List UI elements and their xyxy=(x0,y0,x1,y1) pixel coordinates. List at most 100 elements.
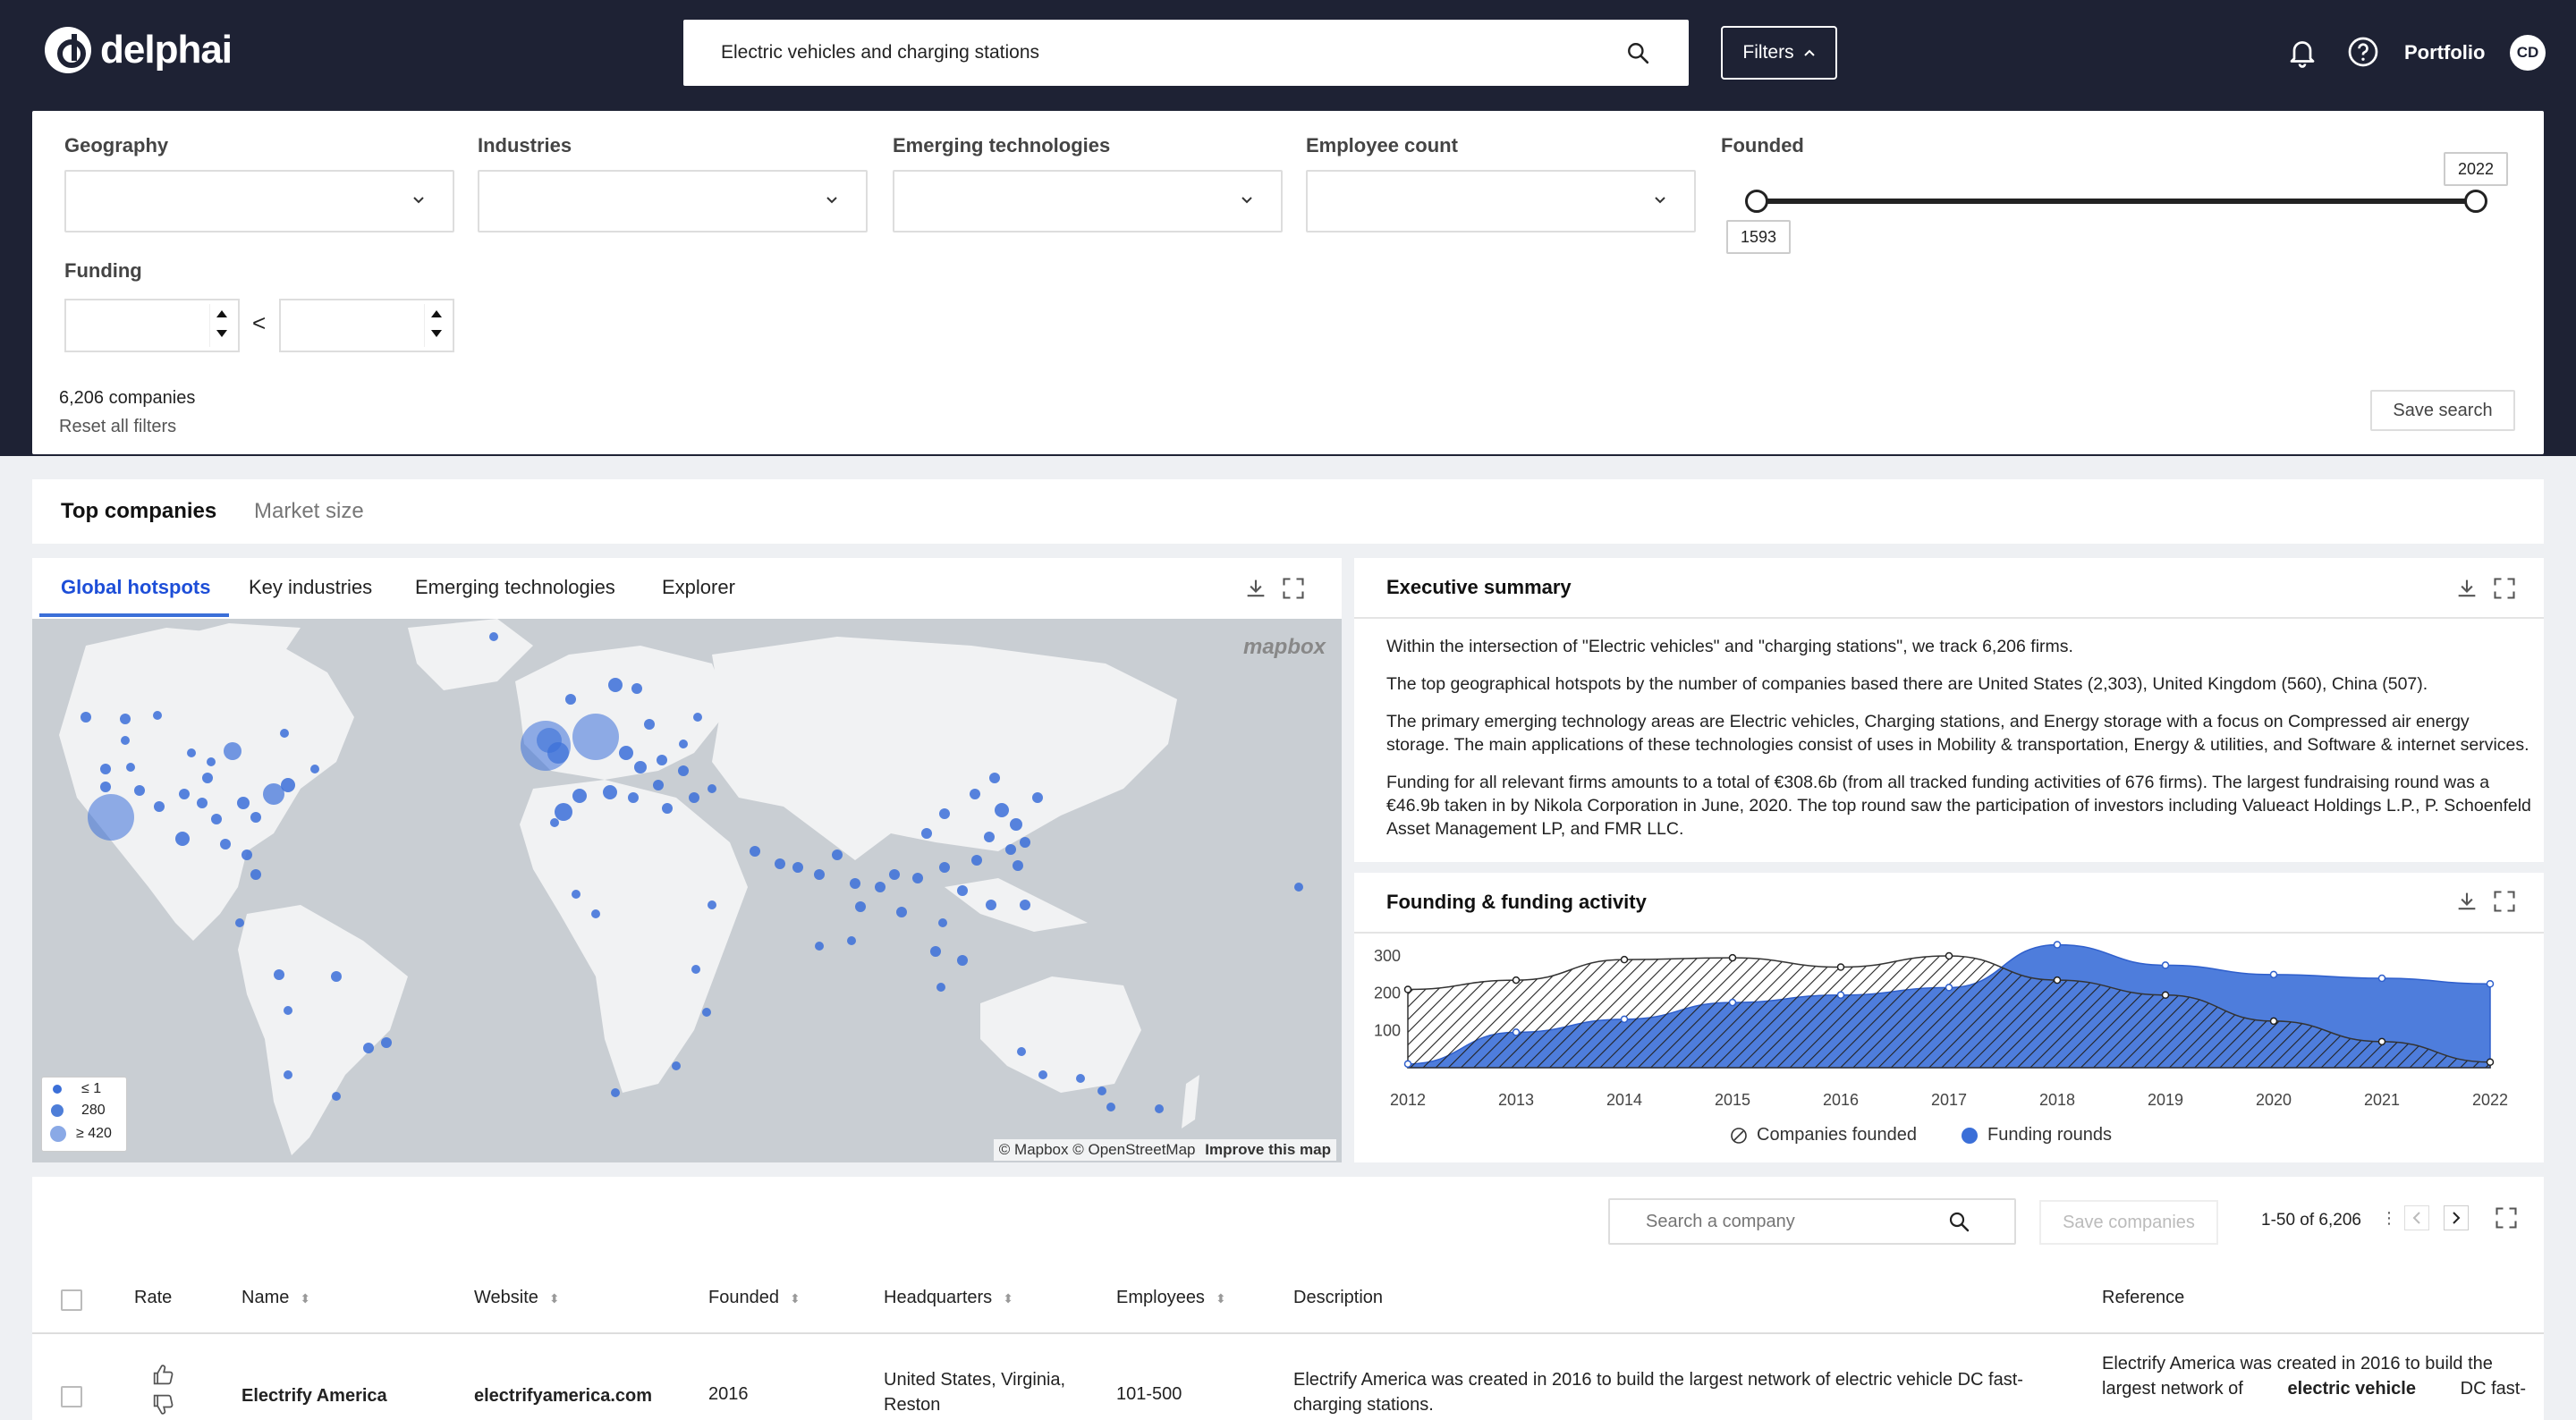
triangle-down-icon[interactable] xyxy=(425,324,448,343)
hotspot-dot xyxy=(619,746,633,760)
save-search-button[interactable]: Save search xyxy=(2370,390,2515,431)
triangle-up-icon[interactable] xyxy=(210,304,233,324)
funding-max-stepper[interactable] xyxy=(424,304,449,347)
hotspot-dot xyxy=(555,803,572,821)
fullscreen-icon[interactable] xyxy=(2492,889,2517,914)
download-icon[interactable] xyxy=(1243,576,1268,601)
kebab-icon[interactable]: ⋮ xyxy=(2381,1209,2397,1227)
founded-point[interactable] xyxy=(2053,976,2062,985)
sort-icon[interactable]: ⬍ xyxy=(1215,1291,1226,1306)
legend-funding-rounds[interactable]: Funding rounds xyxy=(1961,1125,2112,1145)
avatar[interactable]: CD xyxy=(2510,35,2546,71)
hotspot-dot xyxy=(591,909,600,918)
column-header-founded[interactable]: Founded ⬍ xyxy=(708,1288,801,1308)
tab-top-companies[interactable]: Top companies xyxy=(61,499,217,523)
brand-logo[interactable]: delphai xyxy=(45,27,233,73)
search-icon[interactable] xyxy=(1626,41,1649,64)
attribution-text[interactable]: © Mapbox © OpenStreetMap xyxy=(998,1141,1196,1158)
triangle-up-icon[interactable] xyxy=(425,304,448,324)
funding-point[interactable] xyxy=(2377,974,2386,983)
funding-min-stepper[interactable] xyxy=(209,304,234,347)
reference-text: DC fast- xyxy=(2460,1379,2526,1399)
download-icon[interactable] xyxy=(2454,889,2479,914)
tab-global-hotspots[interactable]: Global hotspots xyxy=(61,576,211,598)
search-icon[interactable] xyxy=(1948,1211,1970,1232)
funding-point[interactable] xyxy=(1945,984,1953,992)
funding-point[interactable] xyxy=(1728,998,1737,1007)
company-name[interactable]: Electrify America xyxy=(242,1386,387,1406)
tab-key-industries[interactable]: Key industries xyxy=(249,576,373,598)
funding-point[interactable] xyxy=(2161,961,2170,969)
fullscreen-icon[interactable] xyxy=(2494,1205,2519,1230)
founded-point[interactable] xyxy=(1728,953,1737,962)
funding-max-input[interactable] xyxy=(279,299,454,352)
pagination-text: 1-50 of 6,206 xyxy=(2261,1211,2361,1230)
employee-count-dropdown[interactable] xyxy=(1306,170,1696,232)
world-map[interactable]: mapbox ≤ 1 280 ≥ 420 © Mapbox © OpenStre… xyxy=(32,619,1342,1162)
funding-point[interactable] xyxy=(1836,991,1845,999)
sort-icon[interactable]: ⬍ xyxy=(1003,1291,1013,1306)
column-header-website[interactable]: Website ⬍ xyxy=(474,1288,560,1308)
funding-area-chart[interactable]: 100 200 300 2012 2013 2014 2015 2016 2017 2018 20… xyxy=(1354,934,2544,1109)
save-companies-button[interactable]: Save companies xyxy=(2039,1200,2218,1245)
industries-dropdown[interactable] xyxy=(478,170,868,232)
tab-market-size[interactable]: Market size xyxy=(254,499,364,523)
founded-point[interactable] xyxy=(1620,955,1629,964)
bell-icon[interactable] xyxy=(2286,36,2318,68)
geography-dropdown[interactable] xyxy=(64,170,454,232)
column-header-website-label: Website xyxy=(474,1288,538,1307)
summary-paragraph: The primary emerging technology areas ar… xyxy=(1386,712,2529,755)
thumbs-down-icon[interactable] xyxy=(150,1391,175,1416)
emerging-tech-dropdown[interactable] xyxy=(893,170,1283,232)
funding-point[interactable] xyxy=(2486,980,2495,988)
tab-emerging-technologies[interactable]: Emerging technologies xyxy=(415,576,615,598)
founded-point[interactable] xyxy=(1512,976,1521,985)
company-search-input[interactable] xyxy=(1646,1200,1968,1243)
founded-slider-min-handle[interactable] xyxy=(1745,190,1768,213)
founded-slider-max-handle[interactable] xyxy=(2464,190,2487,213)
table-row[interactable]: Electrify America electrifyamerica.com 2… xyxy=(32,1334,2544,1420)
legend-companies-founded[interactable]: Companies founded xyxy=(1730,1125,1917,1145)
sort-icon[interactable]: ⬍ xyxy=(548,1291,560,1306)
main-search-input[interactable] xyxy=(721,20,1580,86)
funding-point[interactable] xyxy=(1403,1060,1412,1069)
funding-point[interactable] xyxy=(2053,941,2062,949)
tab-explorer[interactable]: Explorer xyxy=(662,576,735,598)
hotspot-dot xyxy=(1038,1070,1047,1079)
thumbs-up-icon[interactable] xyxy=(150,1363,175,1388)
company-website-link[interactable]: electrifyamerica.com xyxy=(474,1386,653,1406)
company-description-cont: charging stations. xyxy=(1293,1395,1434,1415)
founded-point[interactable] xyxy=(2377,1037,2386,1046)
next-page-button[interactable] xyxy=(2444,1205,2469,1230)
founded-slider-track[interactable] xyxy=(1758,199,2478,204)
column-header-headquarters[interactable]: Headquarters ⬍ xyxy=(884,1288,1013,1308)
founded-point[interactable] xyxy=(1836,963,1845,971)
fullscreen-icon[interactable] xyxy=(2492,576,2517,601)
reset-filters-link[interactable]: Reset all filters xyxy=(59,417,177,436)
founded-point[interactable] xyxy=(2486,1058,2495,1066)
x-tick-label: 2018 xyxy=(2039,1091,2075,1109)
column-header-employees[interactable]: Employees ⬍ xyxy=(1116,1288,1226,1308)
founded-point[interactable] xyxy=(2161,991,2170,999)
founded-max-value: 2022 xyxy=(2444,152,2509,186)
founded-point[interactable] xyxy=(2269,1017,2278,1026)
founded-point[interactable] xyxy=(1945,951,1953,960)
founded-point[interactable] xyxy=(1403,985,1412,993)
funding-point[interactable] xyxy=(1620,1015,1629,1024)
fullscreen-icon[interactable] xyxy=(1281,576,1306,601)
sort-icon[interactable]: ⬍ xyxy=(300,1291,311,1306)
portfolio-link[interactable]: Portfolio xyxy=(2404,41,2486,63)
filters-button[interactable]: Filters xyxy=(1721,26,1837,80)
improve-map-link[interactable]: Improve this map xyxy=(1205,1141,1331,1158)
funding-point[interactable] xyxy=(1512,1028,1521,1036)
select-all-checkbox[interactable] xyxy=(61,1289,82,1311)
triangle-down-icon[interactable] xyxy=(210,324,233,343)
column-header-name[interactable]: Name ⬍ xyxy=(242,1288,310,1308)
prev-page-button[interactable] xyxy=(2404,1205,2429,1230)
funding-point[interactable] xyxy=(2269,970,2278,979)
download-icon[interactable] xyxy=(2454,576,2479,601)
help-icon[interactable] xyxy=(2347,36,2379,68)
funding-min-input[interactable] xyxy=(64,299,240,352)
row-checkbox[interactable] xyxy=(61,1386,82,1407)
sort-icon[interactable]: ⬍ xyxy=(789,1291,801,1306)
